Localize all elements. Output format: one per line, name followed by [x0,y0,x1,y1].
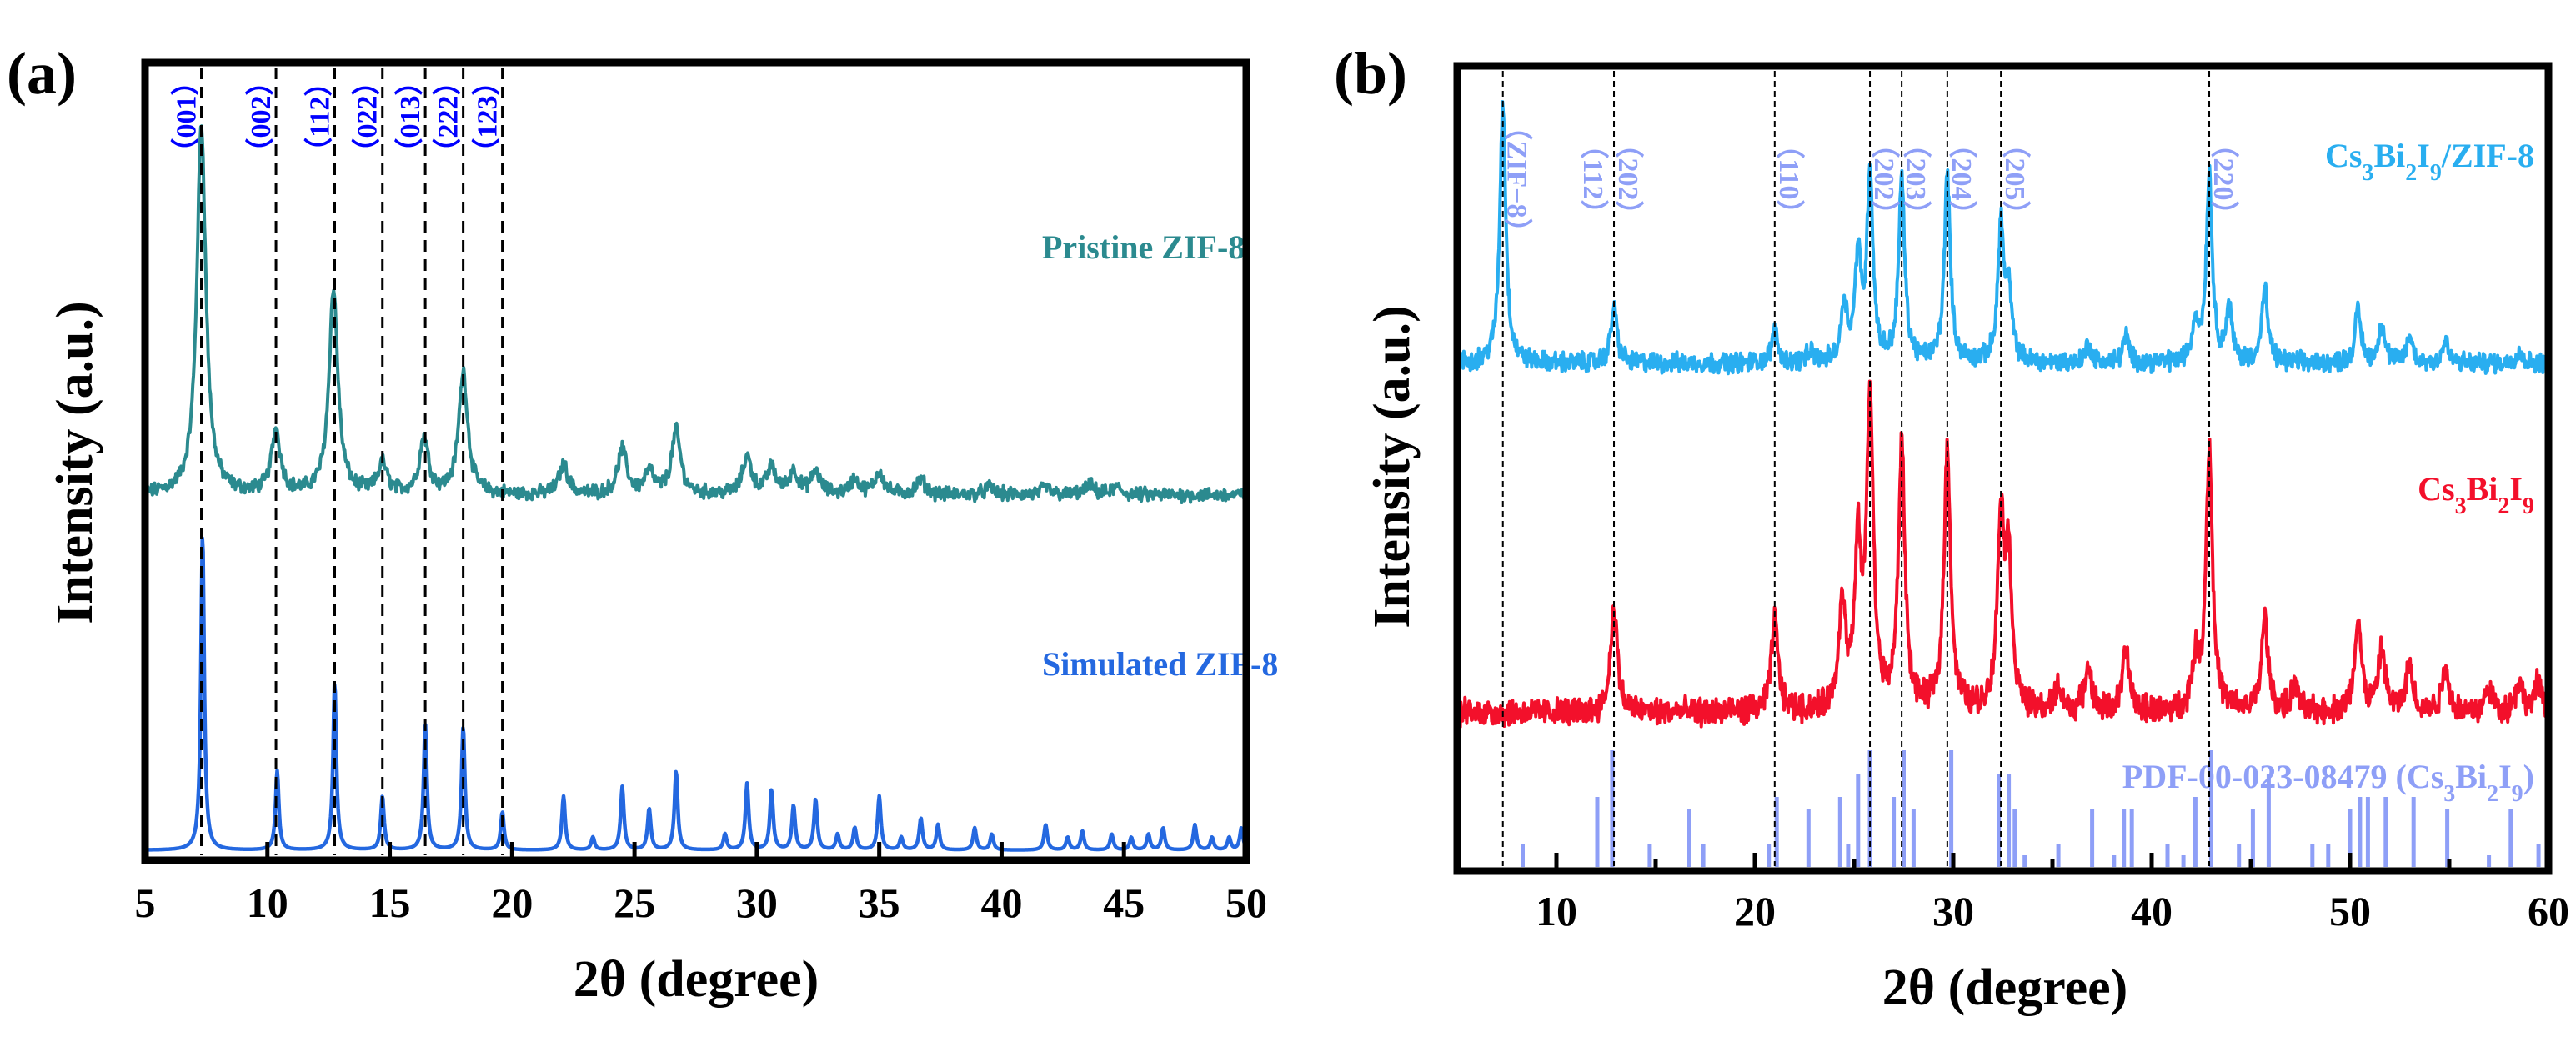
panel-b: (b) Intensity (a.u.) 2θ (degree) Cs3Bi2I… [1334,40,2569,1016]
x-tick-label: 20 [1734,888,1776,934]
hkl-label: （110） [1773,130,1806,228]
reference-stick [2250,809,2255,867]
panel-b-xlabel: 2θ (degree) [1882,959,2128,1016]
x-tick-label: 60 [2528,888,2569,934]
reference-stick [2358,797,2363,867]
reference-stick [1687,809,1691,867]
panel-a-xlabel: 2θ (degree) [574,951,819,1008]
x-tick-label: 40 [980,879,1022,926]
x-tick-label: 30 [1932,888,1974,934]
x-tick-label: 35 [859,879,900,926]
reference-stick [2411,797,2416,867]
series-line-1 [143,536,1248,852]
hkl-label: （002） [244,68,277,167]
panel-b-ylabel: Intensity (a.u.) [1364,305,1421,629]
reference-stick [1949,750,1954,867]
reference-stick [2208,750,2213,867]
reference-stick [1767,844,1772,867]
hkl-label: （222） [432,68,464,167]
reference-stick [1846,844,1851,867]
reference-stick [2237,844,2242,867]
hkl-label: （204） [1946,130,1978,229]
hkl-label: （112） [1577,130,1610,228]
hkl-label: （022） [351,68,383,167]
legend-label-1: Simulated ZIF-8 [1042,645,1278,683]
reference-stick [1867,750,1872,867]
hkl-label: （202） [1868,130,1901,229]
x-tick-label: 50 [2329,888,2371,934]
panel-a-ylabel: Intensity (a.u.) [47,301,103,624]
x-tick-label: 5 [135,879,156,926]
x-tick-label: 50 [1225,879,1267,926]
reference-stick [2326,844,2331,867]
reference-stick [2007,774,2012,867]
reference-stick [2383,797,2388,867]
reference-stick [1837,797,1842,867]
legend-label-1: Cs3Bi2I9 [2418,470,2534,519]
panel-b-label: (b) [1334,40,1407,107]
hkl-label: （ZIF−8） [1501,112,1534,246]
reference-stick [2112,855,2117,867]
reference-stick [2181,855,2186,867]
x-tick-label: 45 [1103,879,1145,926]
hkl-label: （112） [303,68,336,165]
reference-stick [1902,750,1906,867]
reference-stick [1595,797,1600,867]
hkl-label: （202） [1612,130,1645,229]
x-tick-label: 20 [491,879,533,926]
reference-stick [2165,844,2170,867]
legend-label-0: Cs3Bi2I9/ZIF-8 [2325,137,2534,186]
reference-stick [2122,809,2127,867]
reference-stick [2508,809,2513,867]
reference-stick [2445,809,2450,867]
reference-stick [2310,844,2315,867]
reference-stick [2022,855,2027,867]
reference-stick [1911,809,1916,867]
reference-stick [1647,844,1652,867]
reference-stick [2487,855,2492,867]
reference-stick [1892,797,1897,867]
reference-stick [1856,774,1861,867]
reference-stick [2536,844,2541,867]
plot-frame [141,58,1250,864]
hkl-label: （123） [471,68,504,167]
plot-frame [1453,62,2553,875]
reference-stick [2090,809,2095,867]
hkl-label: （203） [1900,130,1932,229]
reference-stick [2012,809,2017,867]
x-tick-label: 40 [2131,888,2173,934]
reference-stick [2193,797,2198,867]
hkl-label: （205） [1999,130,2032,229]
reference-stick [1774,797,1779,867]
series-line-0 [1456,100,2550,376]
hkl-label: （001） [170,68,203,167]
reference-stick [2365,797,2370,867]
x-tick-label: 30 [736,879,778,926]
series-line-0 [143,124,1248,504]
series-line-1 [1456,379,2550,729]
panel-a-label: (a) [7,40,77,107]
reference-stick [1997,774,2002,867]
legend-label-0: Pristine ZIF-8 [1042,228,1245,266]
x-tick-label: 10 [247,879,288,926]
reference-stick [1521,844,1525,867]
hkl-label: （220） [2208,130,2240,229]
hkl-label: （013） [393,68,426,167]
reference-stick [2348,809,2353,867]
reference-stick [2129,809,2134,867]
panel-a: (a) Intensity (a.u.) 2θ (degree) Pristin… [7,40,1278,1008]
reference-stick [2056,844,2061,867]
reference-stick [1806,809,1811,867]
reference-stick [1701,844,1706,867]
reference-stick [1610,750,1615,867]
reference-pattern-label: PDF-00-023-08479 (Cs3Bi2I9) [2122,758,2534,807]
x-tick-label: 10 [1536,888,1577,934]
reference-stick [2266,774,2271,867]
x-tick-label: 15 [369,879,411,926]
x-tick-label: 25 [614,879,655,926]
